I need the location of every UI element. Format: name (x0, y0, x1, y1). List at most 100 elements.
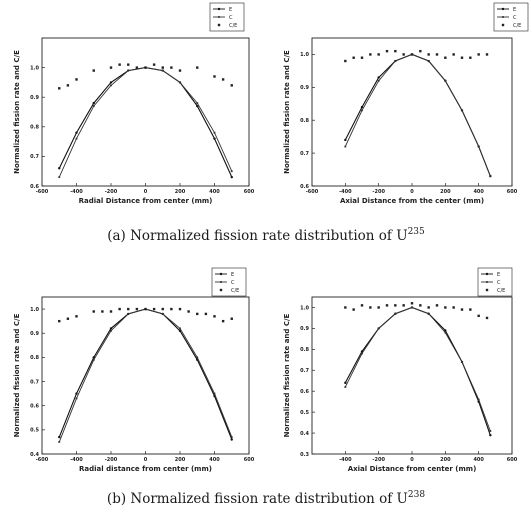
legend: EC C/E (211, 267, 247, 297)
x-axis-label: Axial Distance from the center (mm) (340, 197, 484, 205)
plot-frame (41, 37, 250, 187)
data-point-E (444, 329, 447, 332)
legend-marker-CE (501, 23, 505, 27)
y-tick-label: 1.0 (300, 305, 309, 311)
x-tick-label: 400 (473, 457, 484, 463)
data-point-CE (469, 308, 472, 311)
chart-panel-b-left: -600 -400 -200 0 200 400 600 0.4 0.5 0.6 0.7 0.8 0.9… (13, 267, 255, 473)
series-CE-group (58, 63, 233, 90)
data-point-CE (419, 49, 422, 53)
legend-label: C/E (231, 288, 239, 294)
y-tick-label: 0.4 (300, 431, 309, 437)
data-point-E (92, 101, 95, 105)
y-tick-label: 0.9 (30, 331, 39, 337)
data-point-C (361, 352, 363, 355)
y-tick-label: 1.0 (30, 65, 39, 71)
x-tick-label: -200 (105, 189, 118, 195)
data-point-CE (394, 49, 397, 53)
data-point-C (110, 84, 112, 87)
series-E-group (58, 66, 233, 179)
series-E-group (344, 306, 492, 437)
series-CE-group (58, 307, 233, 323)
y-tick-label: 0.5 (300, 410, 309, 416)
data-point-CE (152, 307, 156, 311)
y-tick-label: 0.9 (300, 326, 309, 332)
chart-panel-a-left: -600 -400 -200 0 200 400 600 0.6 0.7 0.8 0.9 1.0 Rad… (13, 2, 255, 205)
data-point-CE (213, 75, 216, 78)
x-tick-label: 400 (209, 189, 220, 195)
legend-label: C (497, 280, 501, 286)
data-point-C (477, 145, 480, 148)
data-point-C (127, 313, 130, 315)
data-point-CE (419, 304, 422, 307)
x-tick-label: -400 (339, 189, 352, 195)
x-tick-label: 200 (440, 457, 451, 463)
data-point-CE (161, 307, 164, 311)
legend: EC C/E (493, 2, 529, 32)
legend-label: E (229, 7, 232, 13)
x-tick-label: -400 (70, 189, 83, 195)
data-point-CE (485, 316, 489, 320)
data-point-CE (369, 53, 372, 56)
data-point-C (394, 60, 397, 62)
data-point-E (196, 104, 199, 108)
data-point-CE (469, 56, 472, 59)
data-point-C (196, 356, 199, 359)
data-point-CE (344, 306, 347, 309)
series-C-group (58, 308, 233, 443)
data-point-CE (435, 304, 439, 307)
x-tick-label: 400 (209, 457, 220, 463)
y-axis-label: Normalized fission rate and C/E (283, 50, 291, 174)
data-point-C (161, 69, 164, 72)
data-point-CE (144, 66, 147, 69)
data-point-CE (435, 53, 439, 56)
y-tick-label: 0.8 (300, 118, 309, 124)
legend-label: C (513, 15, 517, 21)
legend-label: C/E (497, 288, 505, 294)
data-point-C (461, 360, 463, 363)
x-axis-label: Radial distance from center (mm) (79, 465, 212, 473)
legend-marker-C (486, 281, 488, 283)
data-point-CE (178, 307, 182, 311)
data-point-C (230, 436, 233, 438)
data-point-CE (460, 308, 464, 311)
chart-panels: -600 -400 -200 0 200 400 600 0.6 0.7 0.8 0.9 1.0 Rad… (13, 2, 529, 473)
data-point-CE (221, 78, 225, 81)
x-tick-label: 600 (244, 457, 255, 463)
data-point-C (196, 102, 199, 105)
series-E-group (344, 53, 492, 178)
data-point-C (444, 79, 447, 82)
x-tick-label: 0 (410, 189, 414, 195)
data-point-E (92, 356, 95, 359)
x-tick-label: 200 (440, 189, 451, 195)
data-point-CE (170, 66, 173, 69)
data-point-E (230, 438, 233, 441)
data-point-C (427, 312, 430, 315)
caption-a: (a) Normalized fission rate distribution… (107, 227, 425, 244)
series-line-C (344, 53, 491, 177)
data-point-CE (127, 307, 130, 311)
y-tick-label: 0.5 (30, 428, 39, 434)
data-point-C (489, 430, 492, 432)
legend-label: C/E (229, 23, 237, 29)
x-tick-label: -600 (306, 189, 319, 195)
y-tick-label: 0.7 (300, 151, 309, 157)
data-point-C (75, 397, 78, 400)
y-axis-label: Normalized fission rate and C/E (283, 313, 291, 437)
data-point-CE (109, 66, 113, 69)
data-point-CE (66, 317, 70, 320)
data-point-CE (213, 315, 216, 318)
legend-label: C (229, 15, 233, 21)
data-point-CE (58, 87, 61, 90)
data-point-CE (402, 304, 405, 307)
series-E-group (58, 307, 233, 441)
data-point-C (427, 60, 430, 62)
series-C-group (344, 306, 492, 432)
data-point-C (444, 331, 447, 334)
data-point-CE (402, 53, 405, 56)
x-tick-label: 0 (144, 189, 148, 195)
data-point-CE (344, 59, 347, 63)
data-point-CE (377, 306, 380, 309)
y-tick-label: 0.8 (30, 125, 39, 131)
data-point-CE (196, 66, 199, 69)
